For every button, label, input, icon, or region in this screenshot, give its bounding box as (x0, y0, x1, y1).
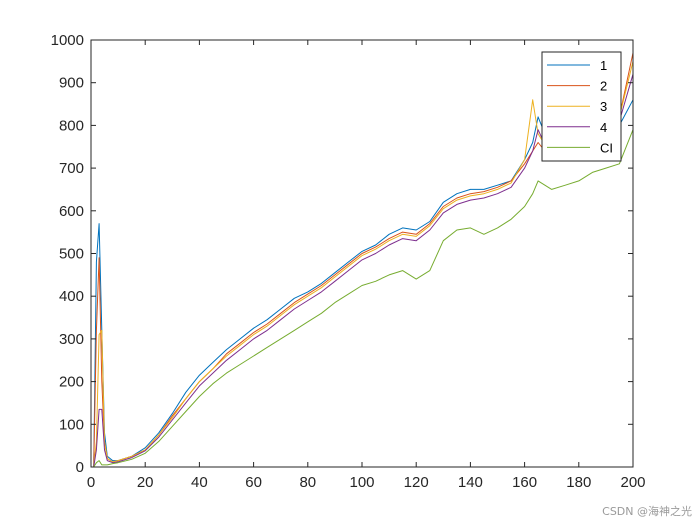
x-tick-label: 100 (349, 474, 374, 491)
y-tick-label: 200 (59, 374, 84, 391)
y-tick-label: 700 (59, 160, 84, 177)
y-tick-label: 800 (59, 117, 84, 134)
x-tick-label: 40 (191, 474, 208, 491)
legend-label-4: 4 (600, 120, 607, 135)
x-tick-label: 180 (566, 474, 591, 491)
y-tick-label: 900 (59, 75, 84, 92)
y-tick-label: 500 (59, 246, 84, 263)
legend-label-3: 3 (600, 99, 607, 114)
y-tick-label: 100 (59, 416, 84, 433)
y-tick-label: 600 (59, 203, 84, 220)
x-tick-label: 80 (299, 474, 316, 491)
x-tick-label: 140 (458, 474, 483, 491)
x-tick-label: 160 (512, 474, 537, 491)
legend-label-CI: CI (600, 140, 613, 155)
y-tick-label: 0 (76, 459, 84, 476)
legend: 1 2 3 4 CI (541, 51, 622, 162)
y-tick-label: 300 (59, 331, 84, 348)
watermark: CSDN @海神之光 (602, 505, 692, 518)
series-line-4 (93, 74, 634, 468)
legend-label-2: 2 (600, 79, 607, 94)
x-tick-label: 60 (245, 474, 262, 491)
legend-label-1: 1 (600, 58, 607, 73)
x-tick-label: 0 (87, 474, 95, 491)
series-line-CI (93, 129, 634, 468)
y-tick-label: 400 (59, 288, 84, 305)
series-lines (93, 52, 634, 468)
y-tick-label: 1000 (51, 32, 84, 49)
x-tick-label: 200 (620, 474, 645, 491)
series-line-3 (93, 61, 634, 468)
axes: 0 20 40 60 80 100 120 140 160 180 200 0 100 200 300 400… (51, 32, 646, 491)
x-tick-label: 20 (137, 474, 154, 491)
x-tick-label: 120 (404, 474, 429, 491)
